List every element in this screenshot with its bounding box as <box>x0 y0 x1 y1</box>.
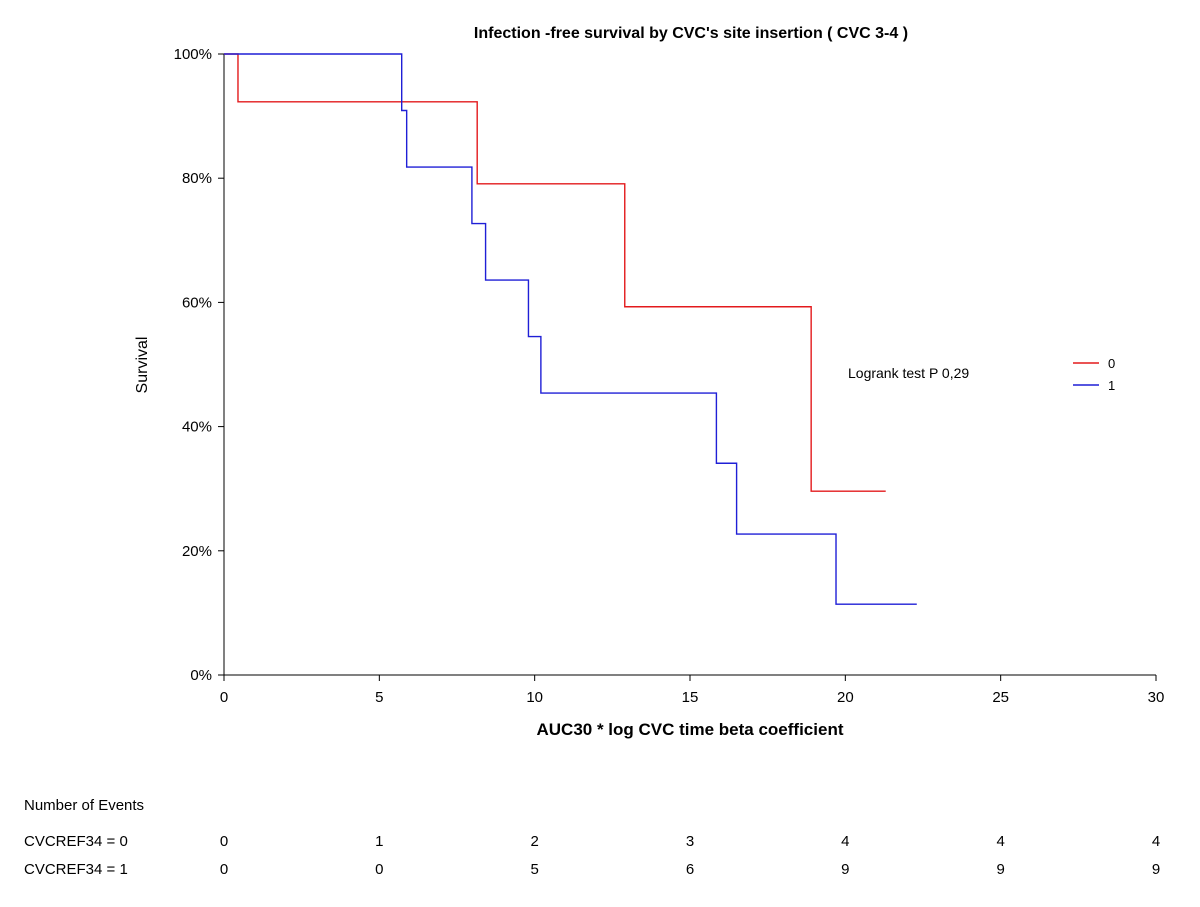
risk-cell: 0 <box>375 861 383 878</box>
x-tick-label: 0 <box>220 689 228 706</box>
risk-table-heading: Number of Events <box>24 797 144 814</box>
risk-cell: 2 <box>530 833 538 850</box>
y-tick-label: 100% <box>174 46 212 63</box>
risk-cell: 4 <box>841 833 849 850</box>
chart-title: Infection -free survival by CVC's site i… <box>474 25 908 42</box>
x-tick-label: 5 <box>375 689 383 706</box>
x-tick-label: 20 <box>837 689 854 706</box>
x-tick-label: 10 <box>526 689 543 706</box>
x-axis-label: AUC30 * log CVC time beta coefficient <box>536 720 843 739</box>
legend: 01 <box>1073 356 1115 393</box>
logrank-annotation: Logrank test P 0,29 <box>848 365 969 381</box>
legend-label-1: 1 <box>1108 378 1115 393</box>
y-tick-label: 20% <box>182 543 212 560</box>
y-tick-label: 40% <box>182 419 212 436</box>
survival-curve-0 <box>224 53 886 492</box>
risk-row-label: CVCREF34 = 0 <box>24 833 128 850</box>
y-tick-label: 60% <box>182 294 212 311</box>
y-ticks: 0% 20% 40% 60% 80% 100% <box>174 46 224 684</box>
risk-cell: 6 <box>686 861 694 878</box>
risk-cell: 0 <box>220 861 228 878</box>
risk-cell: 0 <box>220 833 228 850</box>
risk-cell: 9 <box>841 861 849 878</box>
y-axis-label: Survival <box>134 337 151 394</box>
plot-area: 0%20%40%60%80%100% 0 5 10 15 20 25 30 <box>174 46 1165 706</box>
risk-cell: 5 <box>530 861 538 878</box>
risk-cell: 9 <box>1152 861 1160 878</box>
x-tick-label: 25 <box>992 689 1009 706</box>
risk-cell: 1 <box>375 833 383 850</box>
risk-cell: 4 <box>996 833 1004 850</box>
y-tick-label: 80% <box>182 170 212 187</box>
legend-label-0: 0 <box>1108 356 1115 371</box>
x-tick-label: 15 <box>682 689 699 706</box>
x-tick-label: 30 <box>1148 689 1165 706</box>
risk-cell: 4 <box>1152 833 1160 850</box>
survival-curves <box>224 53 917 605</box>
survival-curve-1 <box>224 53 917 605</box>
y-tick-label: 0% <box>190 667 212 684</box>
x-ticks: 0 5 10 15 20 25 30 <box>220 675 1165 706</box>
risk-cell: 9 <box>996 861 1004 878</box>
risk-table: CVCREF34 = 0 0 1 2 3 4 4 4 CVCREF34 = 1 0 0 5 6 9 9 9 <box>24 833 1160 878</box>
risk-cell: 3 <box>686 833 694 850</box>
risk-row-label: CVCREF34 = 1 <box>24 861 128 878</box>
